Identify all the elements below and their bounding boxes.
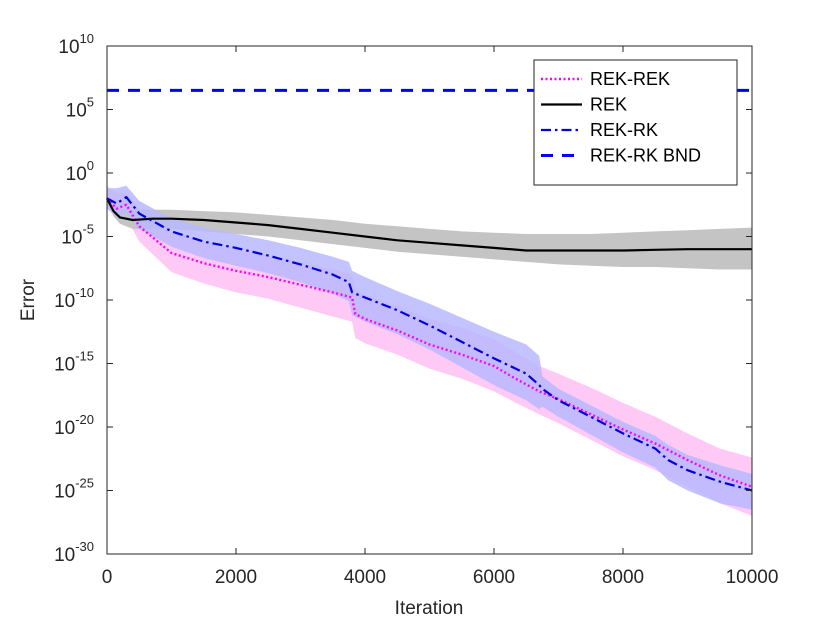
axis-ticks: [106, 45, 753, 555]
y-tick-label: 1010: [58, 31, 94, 58]
y-tick-label: 10-30: [54, 539, 94, 566]
series-lines: [106, 88, 753, 492]
y-tick-labels: 1010 105 100 10-5 10-10 10-15 10-20 10-25 10-30: [54, 31, 94, 566]
x-tick-label: 10000: [726, 567, 779, 588]
legend-label-rek-rk-bnd: REK-RK BND: [590, 146, 701, 166]
legend-label-rek-rk: REK-RK: [590, 120, 658, 140]
x-tick-label: 0: [102, 567, 113, 588]
x-axis-label: Iteration: [395, 598, 464, 619]
y-tick-label: 105: [66, 95, 94, 122]
y-tick-label: 10-5: [61, 222, 94, 249]
legend-label-rek-rek: REK-REK: [590, 69, 670, 89]
x-tick-label: 8000: [602, 567, 644, 588]
legend-label-rek: REK: [590, 95, 627, 115]
line-rek-rk: [106, 196, 753, 492]
x-tick-labels: 0 2000 4000 6000 8000 10000: [102, 567, 779, 588]
y-tick-label: 100: [66, 158, 94, 185]
x-tick-label: 6000: [473, 567, 515, 588]
legend-box: [533, 59, 738, 186]
x-tick-label: 2000: [215, 567, 257, 588]
y-tick-label: 10-10: [54, 285, 94, 312]
y-axis-label: Error: [18, 278, 39, 321]
line-rek: [106, 197, 752, 252]
x-tick-label: 4000: [344, 567, 386, 588]
line-rek-rek: [106, 197, 753, 488]
y-tick-label: 10-20: [54, 412, 94, 439]
y-tick-label: 10-25: [54, 476, 94, 503]
y-tick-label: 10-15: [54, 349, 94, 376]
legend: REK-REK REK REK-RK REK-RK BND: [533, 59, 738, 186]
band-rek-rk: [107, 185, 752, 510]
